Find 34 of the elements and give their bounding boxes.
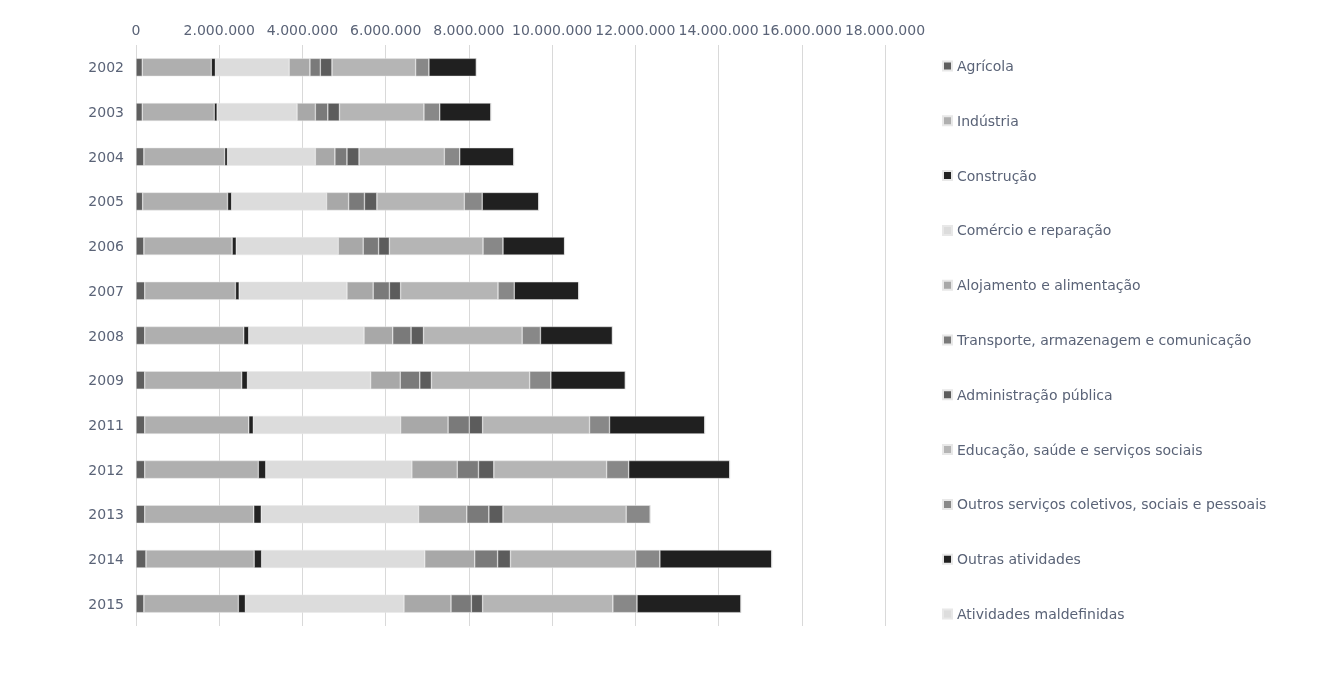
- legend-label: Indústria: [957, 112, 1019, 129]
- y-tick-label: 2006: [88, 238, 125, 255]
- legend-label: Outros serviços coletivos, sociais e pessoais: [957, 496, 1267, 513]
- legend-label: Outras atividades: [957, 551, 1081, 568]
- y-tick-label: 2002: [88, 59, 124, 76]
- x-tick-label: 10.000.000: [512, 22, 593, 38]
- y-tick-label: 2007: [88, 282, 124, 299]
- y-tick-label: 2012: [88, 461, 124, 478]
- y-tick-label: 2013: [88, 506, 124, 523]
- legend-label: Agrícola: [957, 58, 1014, 74]
- x-tick-label: 16.000.000: [761, 22, 842, 38]
- legend-label: Transporte, armazenagem e comunicação: [956, 332, 1252, 348]
- legend-label: Educação, saúde e serviços sociais: [957, 441, 1203, 458]
- x-tick-label: 18.000.000: [844, 22, 926, 38]
- x-tick-label: 14.000.000: [678, 22, 759, 38]
- legend-label: Alojamento e alimentação: [957, 277, 1141, 294]
- x-tick-label: 6.000.000: [350, 22, 422, 38]
- legend-label: Atividades maldefinidas: [957, 606, 1125, 622]
- y-tick-label: 2005: [88, 193, 124, 210]
- x-tick-label: 2.000.000: [183, 22, 255, 38]
- x-tick-label: 12.000.000: [595, 22, 676, 38]
- y-tick-label: 2004: [88, 148, 125, 165]
- x-tick-label: 8.000.000: [433, 22, 505, 38]
- x-tick-label: 0: [131, 22, 141, 38]
- x-tick-label: 4.000.000: [266, 22, 339, 38]
- y-tick-label: 2015: [88, 595, 124, 612]
- legend-label: Administração pública: [957, 386, 1113, 403]
- y-tick-label: 2011: [88, 416, 124, 433]
- y-tick-label: 2009: [88, 372, 124, 389]
- y-tick-label: 2003: [88, 104, 124, 121]
- legend-label: Comércio e reparação: [957, 222, 1112, 239]
- y-tick-label: 2008: [88, 327, 124, 344]
- y-tick-label: 2014: [88, 550, 125, 567]
- legend-label: Construção: [957, 167, 1037, 184]
